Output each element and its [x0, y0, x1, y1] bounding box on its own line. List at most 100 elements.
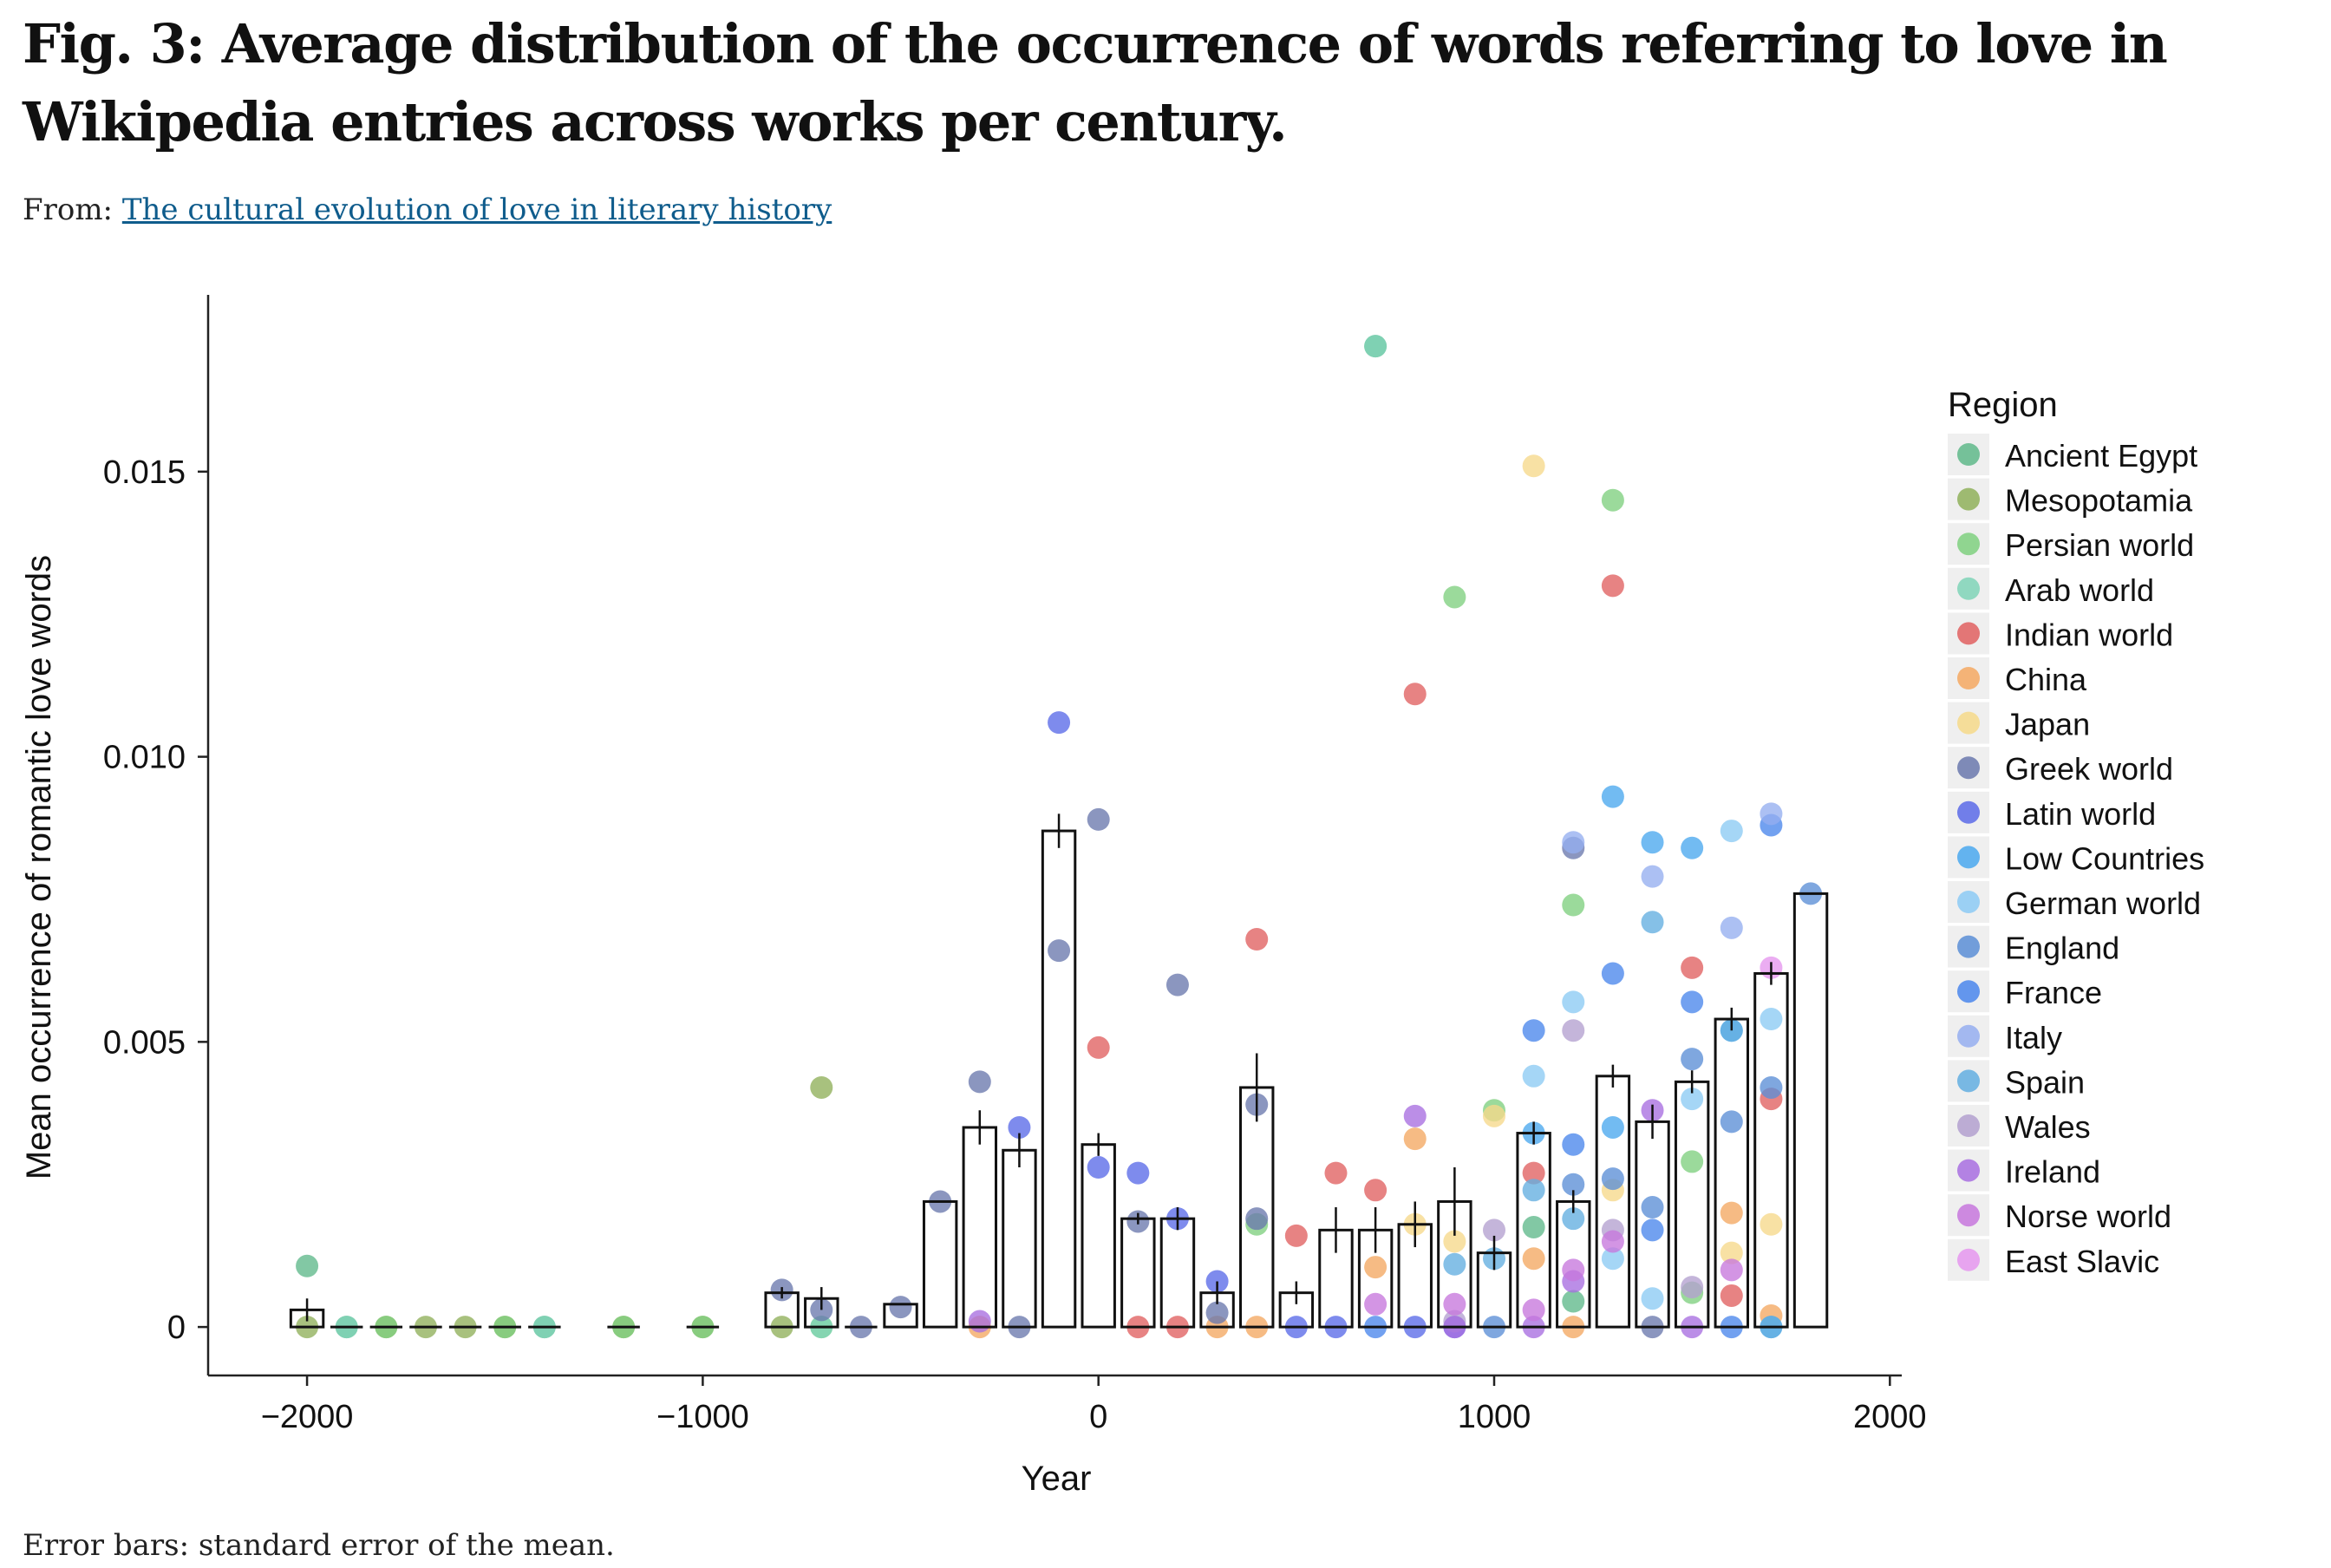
data-point: [1601, 1167, 1624, 1191]
legend-item-label: France: [2005, 975, 2102, 1010]
data-point: [1601, 785, 1624, 808]
legend-item-label: Low Countries: [2005, 840, 2204, 876]
legend-marker: [1957, 846, 1980, 869]
legend-marker: [1957, 711, 1980, 735]
x-tick-label: −1000: [656, 1399, 749, 1435]
data-point: [1522, 1161, 1545, 1185]
data-point: [1681, 1048, 1704, 1071]
data-point: [1681, 1276, 1704, 1299]
data-point: [810, 1075, 833, 1099]
data-point: [1562, 1133, 1585, 1156]
data-point: [1522, 1019, 1545, 1042]
data-point: [1166, 973, 1189, 996]
x-tick-label: 2000: [1853, 1399, 1927, 1435]
x-axis-label: Year: [1022, 1460, 1092, 1498]
legend-item-label: Spain: [2005, 1064, 2085, 1100]
data-point: [1720, 1110, 1743, 1134]
bar: [1239, 1086, 1275, 1329]
data-point: [1720, 1284, 1743, 1307]
data-point: [1562, 1207, 1585, 1231]
legend-marker: [1957, 443, 1980, 466]
y-tick-label: 0: [167, 1310, 186, 1346]
data-point: [1641, 911, 1664, 934]
legend-marker: [1957, 756, 1980, 780]
data-point: [1087, 1036, 1110, 1059]
y-tick-label: 0.005: [103, 1024, 186, 1061]
legend-item-label: Indian world: [2005, 617, 2173, 652]
bar: [1002, 1148, 1037, 1329]
legend: Region Ancient Egypt Mesopotamia Persian w…: [1948, 386, 2204, 1281]
legend-marker: [1957, 1248, 1980, 1271]
data-point: [1562, 893, 1585, 917]
legend-marker: [1957, 1204, 1980, 1227]
data-point: [1681, 836, 1704, 859]
figure-title: Fig. 3: Average distribution of the occu…: [23, 12, 2168, 154]
bar: [1792, 892, 1829, 1329]
legend-marker: [1957, 935, 1980, 958]
legend-marker: [1957, 800, 1980, 824]
legend-item-label: Latin world: [2005, 796, 2156, 832]
legend-marker: [1957, 532, 1980, 556]
data-point: [1760, 1075, 1783, 1099]
data-point: [1522, 454, 1545, 478]
y-axis-label: Mean occurrence of romantic love words: [20, 555, 58, 1179]
data-point: [1760, 1008, 1783, 1031]
data-point: [1601, 1230, 1624, 1253]
source-line: From: The cultural evolution of love in …: [23, 193, 832, 227]
data-point: [296, 1254, 319, 1277]
data-point: [1205, 1301, 1229, 1324]
data-point: [1681, 1088, 1704, 1111]
data-point: [1760, 1212, 1783, 1236]
legend-marker: [1957, 1159, 1980, 1182]
data-point: [1562, 1290, 1585, 1313]
data-point: [1483, 1218, 1506, 1242]
data-point: [1720, 1241, 1743, 1264]
data-point: [1522, 1298, 1545, 1322]
data-point: [1641, 865, 1664, 888]
bar: [883, 1303, 918, 1329]
data-point: [968, 1310, 991, 1333]
data-point: [1601, 962, 1624, 985]
data-point: [1601, 1115, 1624, 1139]
y-tick-label: 0.015: [103, 454, 186, 491]
data-point: [1364, 335, 1388, 358]
bar: [1120, 1217, 1156, 1329]
data-point: [1324, 1161, 1348, 1185]
legend-item-label: Norse world: [2005, 1199, 2171, 1234]
legend-item-label: Ancient Egypt: [2005, 438, 2197, 474]
x-tick-label: −2000: [261, 1399, 354, 1435]
legend-item-label: Wales: [2005, 1109, 2091, 1145]
data-point: [1048, 939, 1071, 963]
bar: [1041, 829, 1077, 1329]
data-point: [1681, 1150, 1704, 1173]
x-tick-label: 0: [1089, 1399, 1107, 1435]
data-point: [1008, 1115, 1031, 1139]
data-point: [1443, 1292, 1466, 1316]
data-point: [1681, 990, 1704, 1014]
data-point: [1245, 1207, 1269, 1231]
data-point: [1601, 1247, 1624, 1271]
bar: [1595, 1075, 1631, 1329]
legend-item-label: Japan: [2005, 707, 2090, 742]
data-point: [1601, 574, 1624, 598]
data-point: [1403, 1104, 1427, 1127]
data-point: [1522, 1064, 1545, 1088]
data-point: [1483, 1104, 1506, 1127]
legend-item-label: German world: [2005, 885, 2201, 921]
bar: [962, 1126, 998, 1329]
data-point: [1403, 683, 1427, 706]
data-point: [1720, 1258, 1743, 1282]
data-point: [1522, 1216, 1545, 1239]
source-article-link[interactable]: The cultural evolution of love in litera…: [121, 193, 832, 227]
legend-item-label: China: [2005, 662, 2087, 697]
figure-caption: Error bars: standard error of the mean.: [23, 1528, 615, 1563]
data-point: [1522, 1247, 1545, 1271]
legend-marker: [1957, 577, 1980, 600]
legend-item-label: Greek world: [2005, 751, 2173, 787]
data-point: [1245, 927, 1269, 951]
data-point: [1641, 1218, 1664, 1242]
legend-marker: [1957, 1069, 1980, 1093]
data-point: [1720, 916, 1743, 939]
data-point: [1284, 1224, 1308, 1247]
